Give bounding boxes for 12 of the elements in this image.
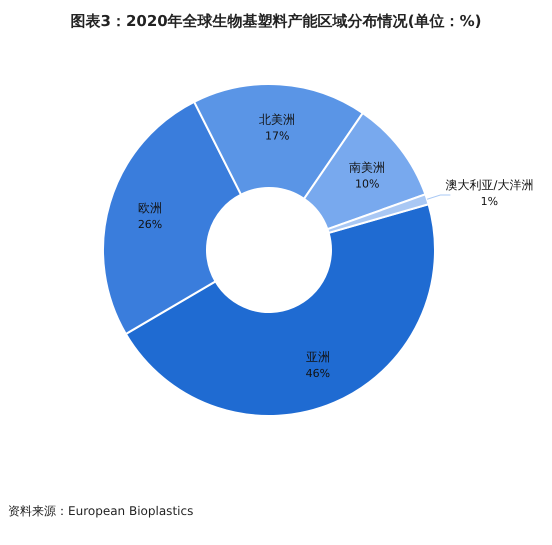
- chart-title: 图表3：2020年全球生物基塑料产能区域分布情况(单位：%): [70, 12, 482, 30]
- data-label: 17%: [264, 129, 290, 142]
- data-label: 1%: [480, 194, 498, 208]
- slice-label: 亚洲: [306, 350, 330, 364]
- data-label: 26%: [138, 218, 162, 231]
- text: 资料来源：European Bioplastics: [8, 504, 194, 518]
- slice-label: 北美洲: [259, 112, 296, 126]
- data-label: 10%: [355, 177, 380, 190]
- data-label: 46%: [306, 366, 330, 380]
- slice-label: 南美洲: [349, 160, 386, 174]
- slice-label: 欧洲: [138, 200, 162, 215]
- slice-label: 澳大利亚/大洋洲: [445, 178, 534, 192]
